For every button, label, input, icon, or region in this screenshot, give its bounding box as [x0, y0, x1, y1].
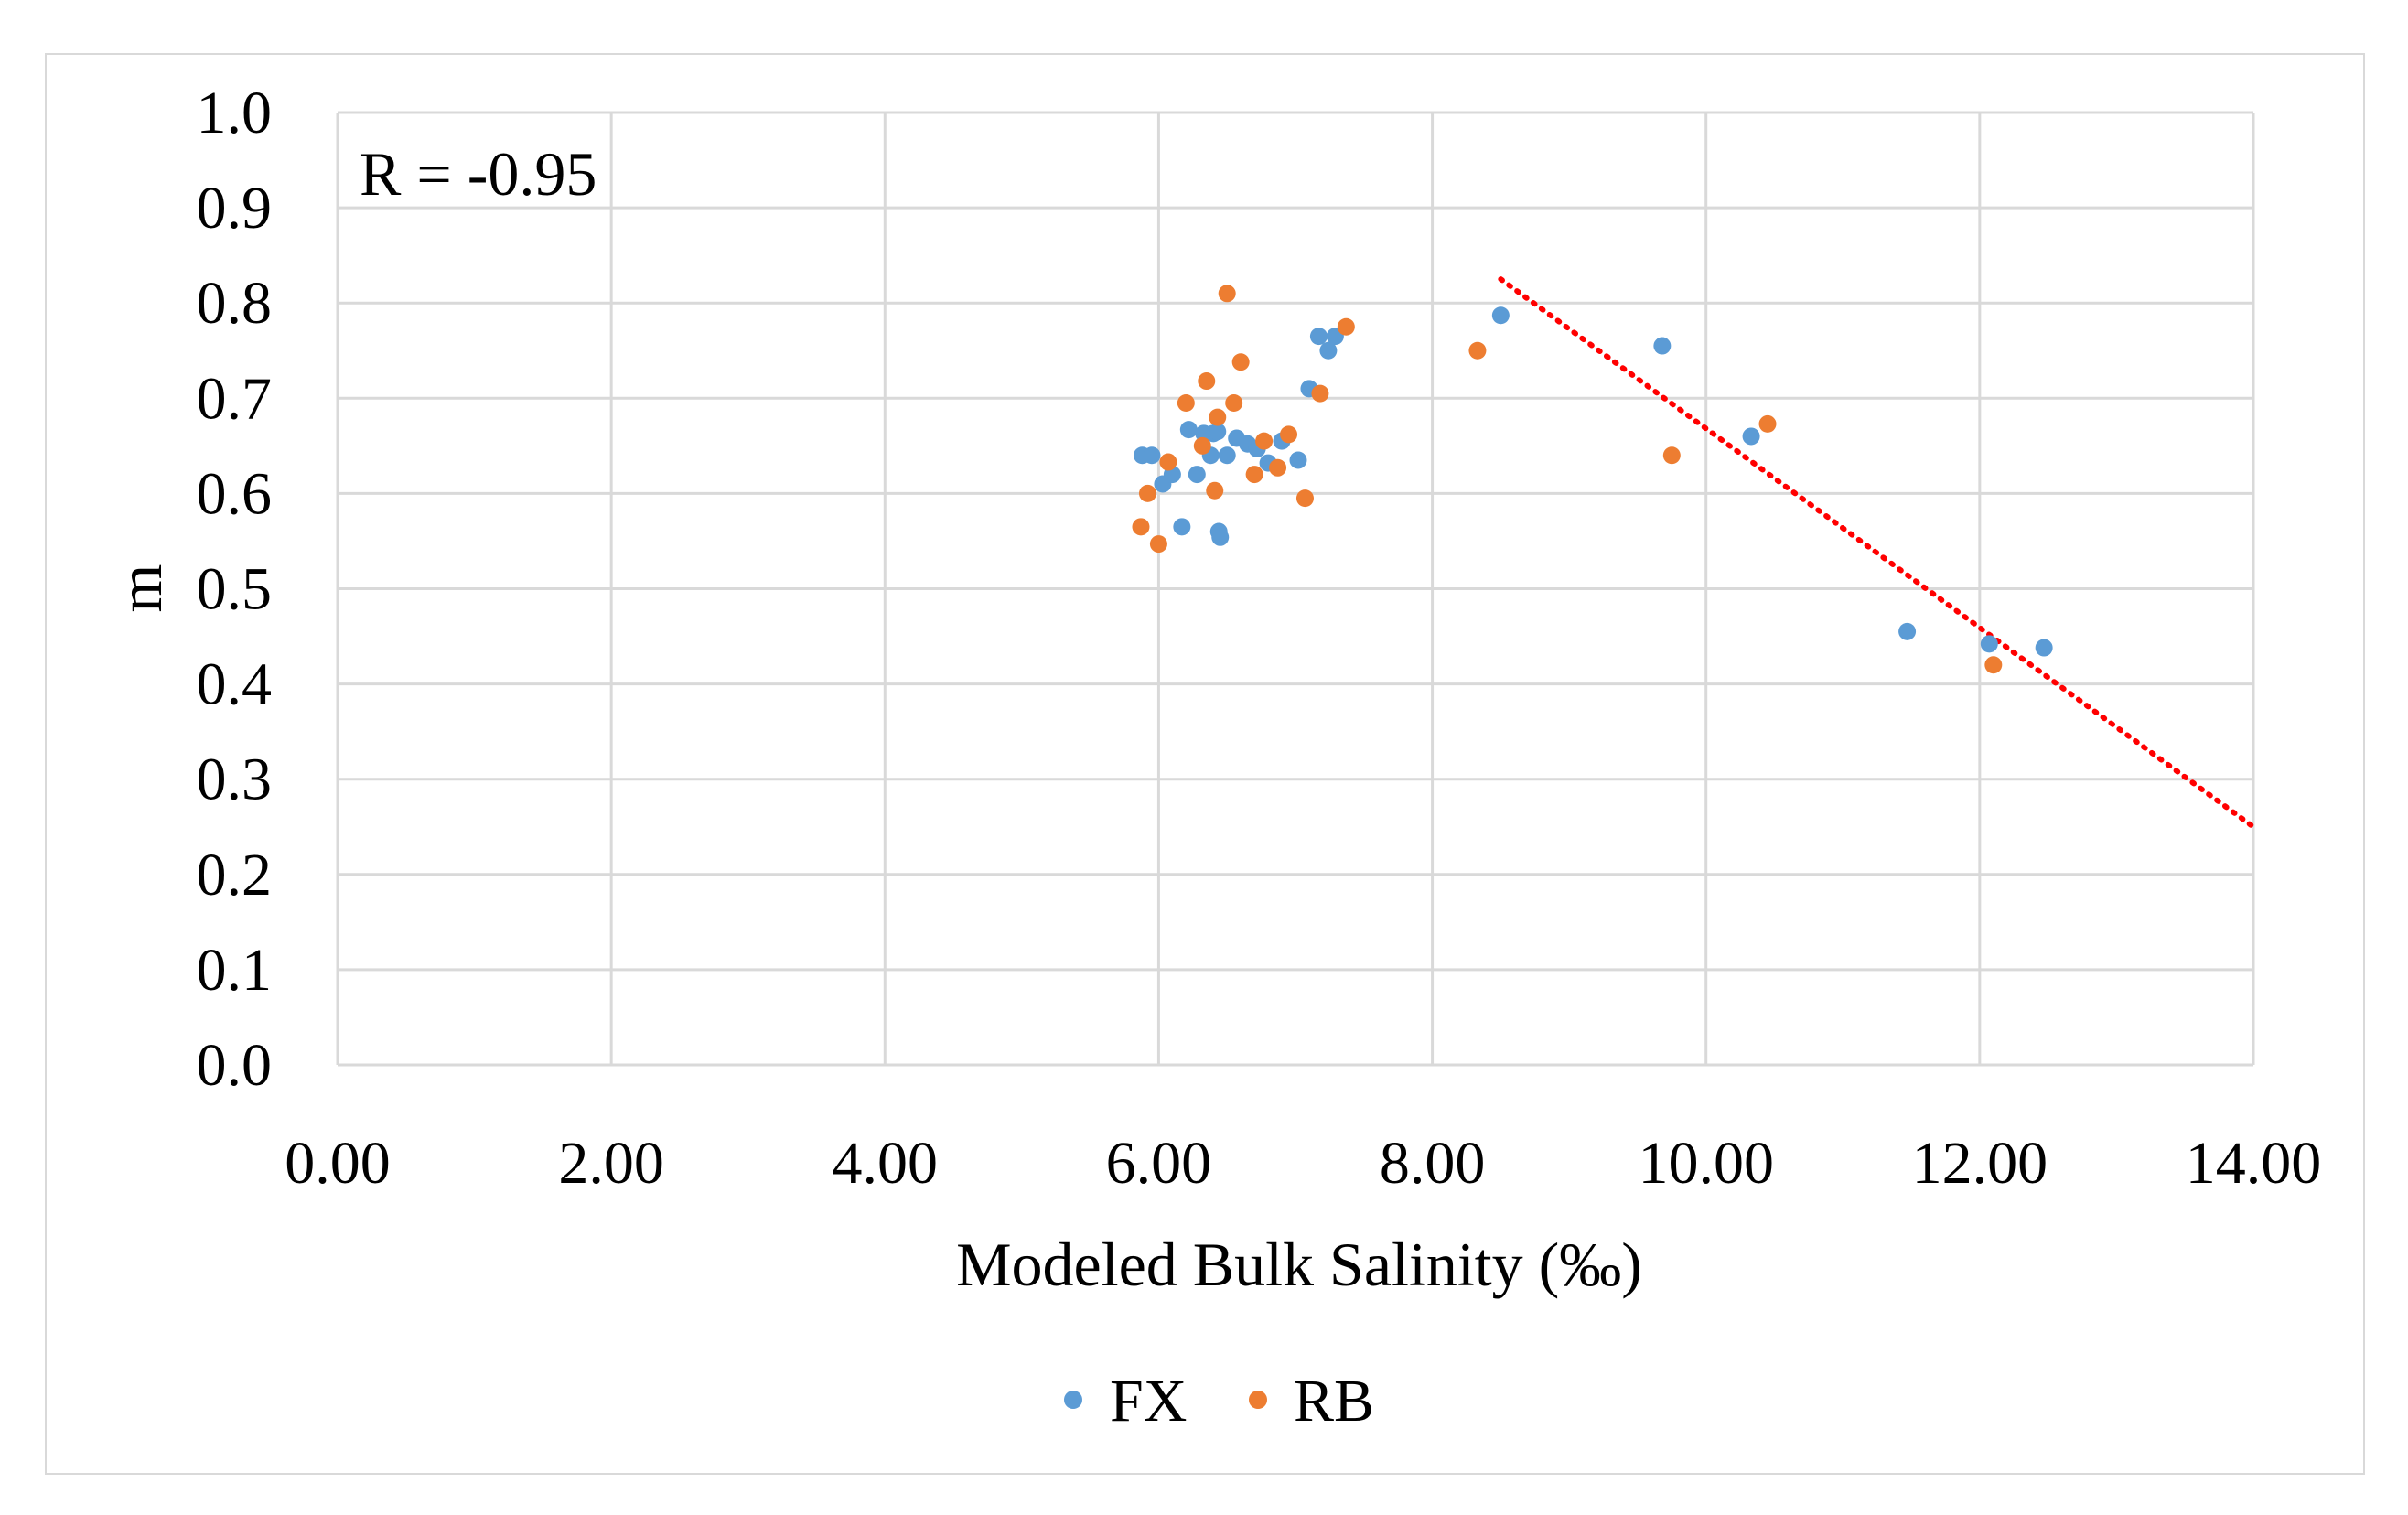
- data-point-fx: [1980, 635, 1998, 653]
- data-point-rb: [1218, 285, 1236, 303]
- legend: FX RB: [1064, 1368, 1374, 1434]
- data-point-rb: [1468, 341, 1487, 360]
- data-point-rb: [1255, 432, 1274, 450]
- y-tick-label: 0.3: [197, 747, 273, 813]
- data-point-rb: [1311, 384, 1329, 403]
- grid-lines: [336, 111, 2255, 1067]
- x-tick-label: 8.00: [1380, 1130, 1486, 1197]
- data-point-rb: [1177, 394, 1195, 413]
- data-point-rb: [1295, 489, 1314, 508]
- y-tick-label: 0.7: [197, 365, 273, 432]
- data-point-fx: [1209, 423, 1227, 441]
- data-point-fx: [1491, 306, 1510, 325]
- legend-fx-marker: [1064, 1391, 1082, 1409]
- data-point-fx: [1898, 622, 1917, 640]
- trendline-layer: [1498, 276, 2256, 830]
- data-point-fx: [1653, 337, 1672, 355]
- series-rb: [1132, 285, 2003, 674]
- data-point-fx: [1218, 446, 1236, 465]
- tick-labels: 0.0 0.1 0.2 0.3 0.4 0.5 0.6 0.7 0.8 0.9 1.0 0.00 2.0…: [197, 80, 2322, 1197]
- data-point-fx: [1179, 421, 1198, 439]
- x-axis-title: Modeled Bulk Salinity (‰): [956, 1230, 1642, 1299]
- trendline: [1498, 276, 2256, 830]
- data-point-rb: [1159, 453, 1177, 471]
- data-point-rb: [1337, 317, 1355, 336]
- data-point-rb: [1138, 484, 1156, 502]
- data-point-rb: [1132, 518, 1150, 536]
- x-tick-label: 12.00: [1912, 1130, 2048, 1197]
- data-point-rb: [1245, 466, 1263, 484]
- y-axis-title: m: [105, 564, 175, 613]
- y-tick-label: 0.8: [197, 270, 273, 337]
- y-tick-label: 0.0: [197, 1032, 273, 1099]
- data-point-rb: [1225, 394, 1243, 413]
- data-point-fx: [1742, 427, 1760, 446]
- y-tick-label: 0.4: [197, 651, 273, 718]
- data-point-rb: [1662, 446, 1681, 465]
- y-tick-label: 0.6: [197, 460, 273, 527]
- data-point-fx: [1143, 446, 1161, 465]
- legend-rb-marker: [1249, 1391, 1267, 1409]
- data-point-rb: [1231, 353, 1250, 371]
- data-point-rb: [1193, 436, 1211, 455]
- data-points: [1132, 285, 2053, 674]
- data-point-rb: [1209, 408, 1227, 426]
- data-point-fx: [2035, 639, 2053, 657]
- data-point-fx: [1173, 518, 1191, 536]
- x-tick-label: 0.00: [285, 1130, 391, 1197]
- data-point-fx: [1319, 341, 1338, 360]
- data-point-fx: [1188, 466, 1206, 484]
- y-tick-label: 0.1: [197, 937, 273, 1004]
- x-tick-label: 10.00: [1638, 1130, 1774, 1197]
- series-fx: [1133, 306, 2053, 657]
- y-tick-label: 1.0: [197, 80, 273, 146]
- chart-frame: [45, 53, 2365, 1475]
- x-tick-label: 6.00: [1106, 1130, 1212, 1197]
- data-point-rb: [1269, 458, 1287, 477]
- data-point-fx: [1211, 528, 1230, 546]
- data-point-rb: [1280, 425, 1298, 444]
- x-tick-label: 4.00: [833, 1130, 939, 1197]
- data-point-rb: [1149, 535, 1167, 553]
- y-tick-label: 0.9: [197, 175, 273, 242]
- data-point-fx: [1309, 328, 1328, 346]
- data-point-rb: [1758, 414, 1777, 433]
- y-tick-label: 0.2: [197, 842, 273, 908]
- legend-rb-label: RB: [1294, 1368, 1374, 1434]
- x-tick-label: 14.00: [2186, 1130, 2322, 1197]
- data-point-fx: [1289, 451, 1307, 469]
- x-tick-label: 2.00: [558, 1130, 664, 1197]
- data-point-rb: [1984, 656, 2003, 674]
- data-point-rb: [1206, 481, 1224, 500]
- legend-fx-label: FX: [1110, 1368, 1187, 1434]
- correlation-annotation: R = -0.95: [360, 139, 597, 209]
- data-point-rb: [1198, 372, 1216, 391]
- y-tick-label: 0.5: [197, 556, 273, 623]
